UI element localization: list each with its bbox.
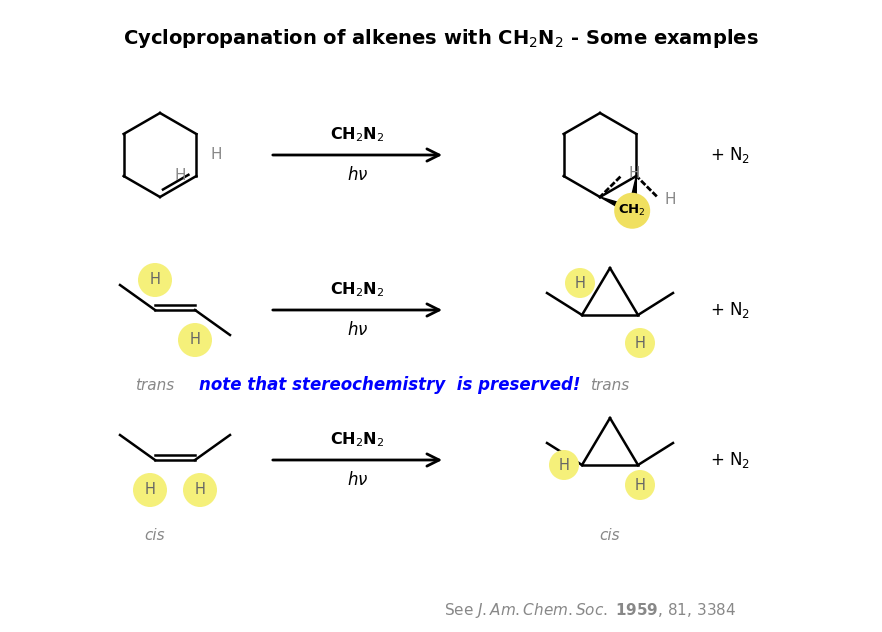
- Text: + N$_2$: + N$_2$: [710, 450, 750, 470]
- Circle shape: [625, 470, 655, 500]
- Text: cis: cis: [600, 528, 620, 542]
- Text: H: H: [628, 166, 639, 181]
- Text: H: H: [174, 168, 185, 183]
- Text: $h\nu$: $h\nu$: [347, 471, 368, 489]
- Text: H: H: [558, 458, 570, 473]
- Circle shape: [549, 450, 579, 480]
- Text: + N$_2$: + N$_2$: [710, 300, 750, 320]
- Circle shape: [133, 473, 167, 507]
- Circle shape: [178, 323, 212, 357]
- Text: CH$_2$N$_2$: CH$_2$N$_2$: [330, 126, 385, 144]
- Text: H: H: [574, 276, 586, 291]
- Text: H: H: [190, 332, 200, 348]
- Text: + N$_2$: + N$_2$: [710, 145, 750, 165]
- Text: See $\mathit{J. Am. Chem. Soc.}$ $\mathbf{1959}$, $\mathit{81}$, 3384: See $\mathit{J. Am. Chem. Soc.}$ $\mathb…: [444, 600, 736, 619]
- Text: CH$_2$: CH$_2$: [618, 204, 647, 218]
- Text: trans: trans: [135, 377, 175, 392]
- Text: cis: cis: [145, 528, 165, 542]
- Polygon shape: [628, 176, 637, 211]
- Text: H: H: [634, 478, 646, 492]
- Text: H: H: [211, 147, 222, 162]
- Polygon shape: [600, 197, 634, 214]
- Text: CH$_2$N$_2$: CH$_2$N$_2$: [330, 281, 385, 300]
- Text: CH$_2$N$_2$: CH$_2$N$_2$: [330, 430, 385, 449]
- Circle shape: [183, 473, 217, 507]
- Circle shape: [138, 263, 172, 297]
- Text: H: H: [664, 193, 676, 207]
- Text: note that stereochemistry  is preserved!: note that stereochemistry is preserved!: [199, 376, 580, 394]
- Text: $h\nu$: $h\nu$: [347, 321, 368, 339]
- Text: trans: trans: [590, 377, 630, 392]
- Circle shape: [625, 328, 655, 358]
- Text: Cyclopropanation of alkenes with CH$_2$N$_2$ - Some examples: Cyclopropanation of alkenes with CH$_2$N…: [123, 27, 759, 49]
- Text: H: H: [195, 482, 206, 497]
- Text: $h\nu$: $h\nu$: [347, 166, 368, 184]
- Text: H: H: [145, 482, 155, 497]
- Circle shape: [614, 193, 650, 229]
- Text: H: H: [150, 272, 161, 288]
- Text: H: H: [634, 336, 646, 351]
- Circle shape: [565, 268, 595, 298]
